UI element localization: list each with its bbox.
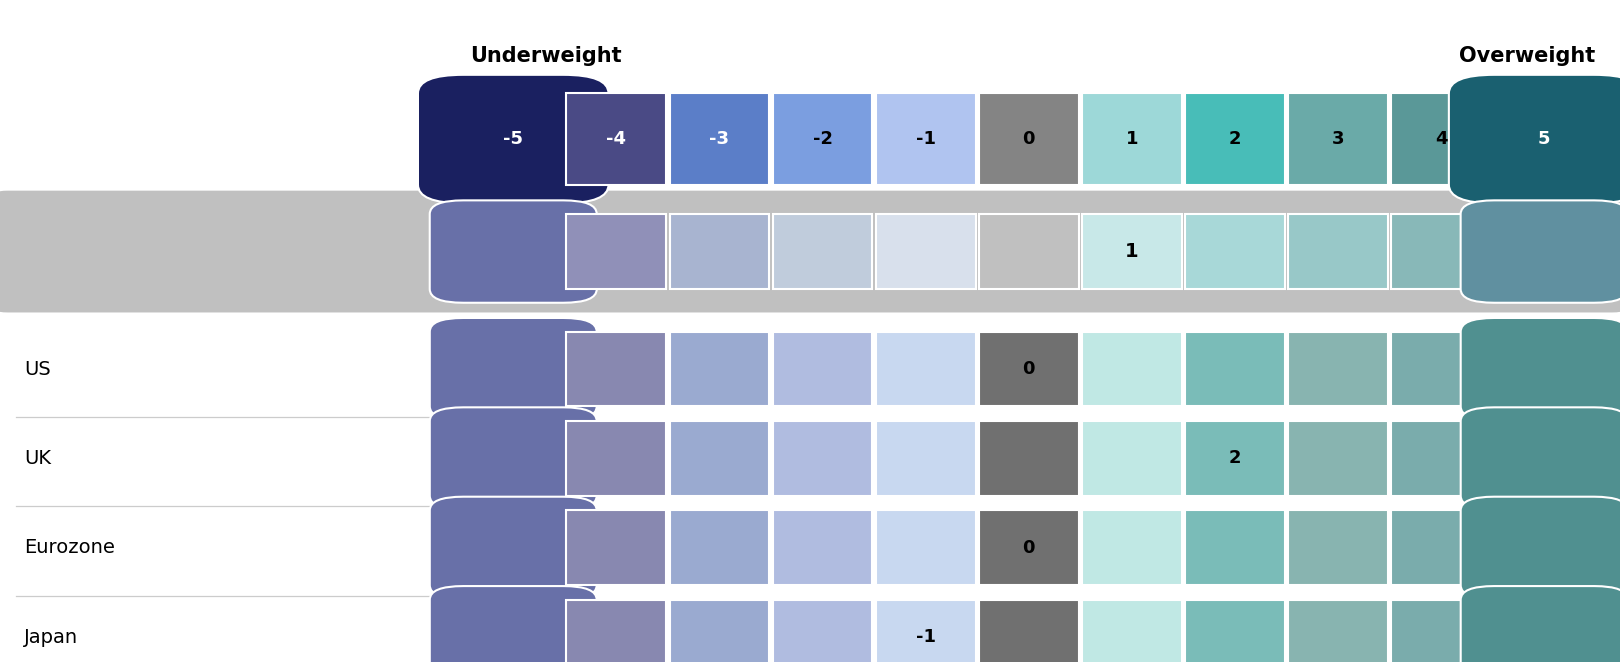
Bar bbox=[1184, 332, 1285, 406]
Bar bbox=[773, 214, 873, 289]
Bar bbox=[1082, 93, 1181, 185]
Bar bbox=[669, 421, 770, 496]
Text: -2: -2 bbox=[813, 130, 833, 148]
Bar bbox=[1392, 600, 1490, 662]
Bar bbox=[1184, 214, 1285, 289]
Bar bbox=[773, 600, 873, 662]
Text: 5: 5 bbox=[1537, 130, 1550, 148]
Bar bbox=[1392, 214, 1490, 289]
Text: Underweight: Underweight bbox=[470, 46, 622, 66]
Bar bbox=[1392, 421, 1490, 496]
Bar bbox=[876, 93, 975, 185]
Bar bbox=[669, 510, 770, 585]
FancyBboxPatch shape bbox=[429, 201, 596, 303]
Text: 1: 1 bbox=[1124, 242, 1139, 261]
Bar bbox=[1184, 600, 1285, 662]
Bar bbox=[978, 510, 1079, 585]
Text: -3: -3 bbox=[710, 130, 729, 148]
Bar bbox=[567, 214, 666, 289]
FancyBboxPatch shape bbox=[1461, 496, 1620, 599]
FancyBboxPatch shape bbox=[0, 191, 1620, 312]
Text: 3: 3 bbox=[1332, 130, 1345, 148]
FancyBboxPatch shape bbox=[1461, 318, 1620, 420]
Bar bbox=[1392, 332, 1490, 406]
FancyBboxPatch shape bbox=[1448, 75, 1620, 203]
Bar bbox=[669, 332, 770, 406]
FancyBboxPatch shape bbox=[1461, 586, 1620, 662]
FancyBboxPatch shape bbox=[429, 586, 596, 662]
Bar bbox=[1288, 332, 1388, 406]
Bar bbox=[978, 421, 1079, 496]
Bar bbox=[1288, 214, 1388, 289]
Bar bbox=[1392, 510, 1490, 585]
FancyBboxPatch shape bbox=[418, 75, 609, 203]
Bar bbox=[567, 332, 666, 406]
Text: 0: 0 bbox=[1022, 539, 1035, 557]
Bar bbox=[1082, 421, 1181, 496]
Bar bbox=[876, 421, 975, 496]
Bar bbox=[1082, 214, 1181, 289]
Text: Overweight: Overweight bbox=[1460, 46, 1596, 66]
Text: Japan: Japan bbox=[24, 628, 78, 647]
Text: -1: -1 bbox=[915, 130, 936, 148]
Bar bbox=[669, 93, 770, 185]
Bar bbox=[773, 332, 873, 406]
Text: 2: 2 bbox=[1228, 130, 1241, 148]
FancyBboxPatch shape bbox=[429, 407, 596, 510]
Bar bbox=[1184, 421, 1285, 496]
FancyBboxPatch shape bbox=[429, 496, 596, 599]
Bar bbox=[1082, 332, 1181, 406]
Bar bbox=[1288, 421, 1388, 496]
Text: Eurozone: Eurozone bbox=[24, 538, 115, 557]
Text: 1: 1 bbox=[1126, 130, 1137, 148]
Text: -4: -4 bbox=[606, 130, 627, 148]
Bar bbox=[1184, 510, 1285, 585]
Text: 0: 0 bbox=[1022, 130, 1035, 148]
Bar bbox=[1288, 93, 1388, 185]
FancyBboxPatch shape bbox=[1461, 407, 1620, 510]
Bar bbox=[978, 214, 1079, 289]
Bar bbox=[876, 214, 975, 289]
Bar bbox=[1184, 93, 1285, 185]
Bar bbox=[669, 214, 770, 289]
Text: -1: -1 bbox=[915, 628, 936, 646]
FancyBboxPatch shape bbox=[429, 318, 596, 420]
Bar bbox=[773, 421, 873, 496]
Bar bbox=[773, 93, 873, 185]
Text: 2: 2 bbox=[1228, 449, 1241, 467]
Bar bbox=[567, 93, 666, 185]
Bar bbox=[1082, 600, 1181, 662]
Text: 4: 4 bbox=[1435, 130, 1447, 148]
Bar bbox=[1392, 93, 1490, 185]
Bar bbox=[773, 510, 873, 585]
Bar bbox=[978, 600, 1079, 662]
Text: UK: UK bbox=[24, 449, 52, 468]
Bar bbox=[1082, 510, 1181, 585]
Bar bbox=[876, 332, 975, 406]
Bar bbox=[1288, 510, 1388, 585]
Bar bbox=[978, 332, 1079, 406]
Bar bbox=[1288, 600, 1388, 662]
Bar bbox=[876, 600, 975, 662]
Text: US: US bbox=[24, 359, 52, 379]
FancyBboxPatch shape bbox=[1461, 201, 1620, 303]
Bar bbox=[978, 93, 1079, 185]
Text: 0: 0 bbox=[1022, 360, 1035, 378]
Bar bbox=[669, 600, 770, 662]
Bar bbox=[567, 421, 666, 496]
Text: -5: -5 bbox=[504, 130, 523, 148]
Bar bbox=[567, 510, 666, 585]
Bar bbox=[876, 510, 975, 585]
Bar bbox=[567, 600, 666, 662]
